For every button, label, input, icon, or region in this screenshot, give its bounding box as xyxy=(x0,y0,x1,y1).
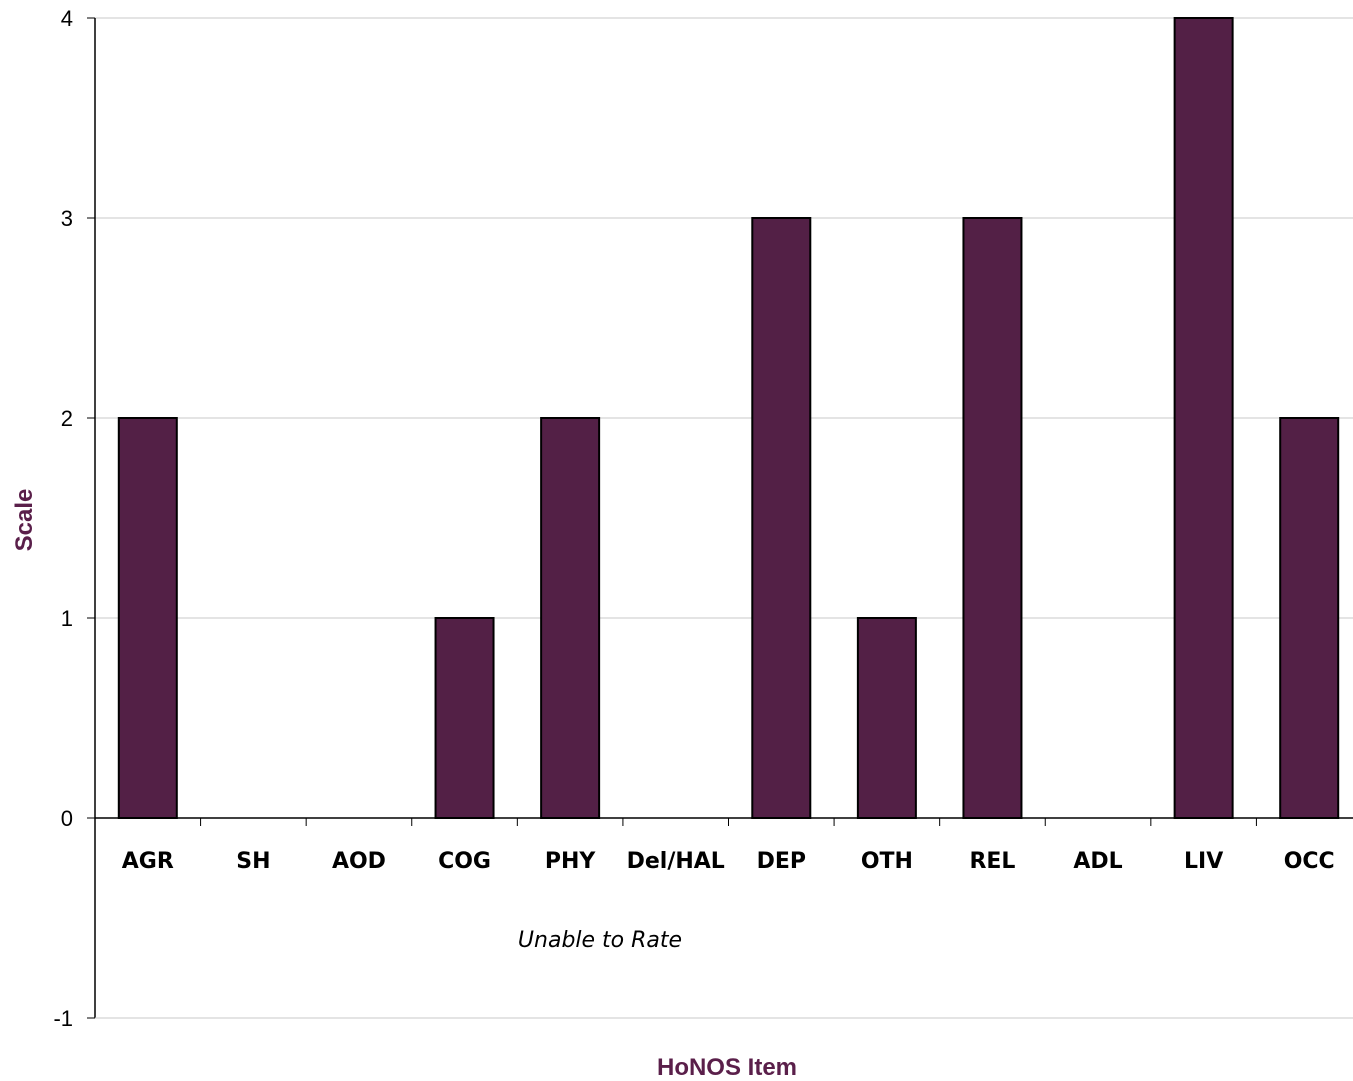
bar-dep xyxy=(751,217,812,819)
bar-phy xyxy=(540,417,601,819)
axes xyxy=(87,17,1353,1019)
bar-agr xyxy=(117,417,178,819)
y-tick-label: 3 xyxy=(61,206,73,231)
x-tick-label: REL xyxy=(969,849,1015,874)
x-tick-label: AGR xyxy=(122,849,174,874)
bar-liv xyxy=(1173,17,1234,819)
x-tick-label: DEP xyxy=(757,849,806,874)
y-tick-label: 4 xyxy=(61,6,73,31)
x-tick-label: Del/HAL xyxy=(627,849,725,874)
x-tick-label: LIV xyxy=(1184,849,1223,874)
bar-occ xyxy=(1279,417,1340,819)
y-tick-label: 2 xyxy=(61,406,73,431)
x-tick-label: COG xyxy=(438,849,491,874)
bar-cog xyxy=(434,617,495,819)
x-tick-label: ADL xyxy=(1073,849,1122,874)
y-axis-title: Scale xyxy=(11,489,38,552)
x-tick-label: AOD xyxy=(332,849,386,874)
y-tick-labels: -1 0 1 2 3 4 xyxy=(53,6,73,1031)
bar-rel xyxy=(962,217,1023,819)
x-tick-label: SH xyxy=(236,849,270,874)
x-tick-label: OCC xyxy=(1284,849,1335,874)
x-tick-labels: AGR SH AOD COG PHY Del/HAL DEP OTH REL ADL LIV OCC xyxy=(122,849,1335,874)
x-tick-label: OTH xyxy=(861,849,913,874)
gridlines xyxy=(95,17,1353,619)
bars xyxy=(117,17,1340,819)
annotation-unable-to-rate: Unable to Rate xyxy=(518,928,682,953)
y-tick-label: 0 xyxy=(61,806,73,831)
x-tick-label: PHY xyxy=(545,849,597,874)
y-tick-label: 1 xyxy=(61,606,73,631)
bar-oth xyxy=(856,617,917,819)
x-axis-title: HoNOS Item xyxy=(657,1054,797,1081)
y-tick-label: -1 xyxy=(53,1006,73,1031)
